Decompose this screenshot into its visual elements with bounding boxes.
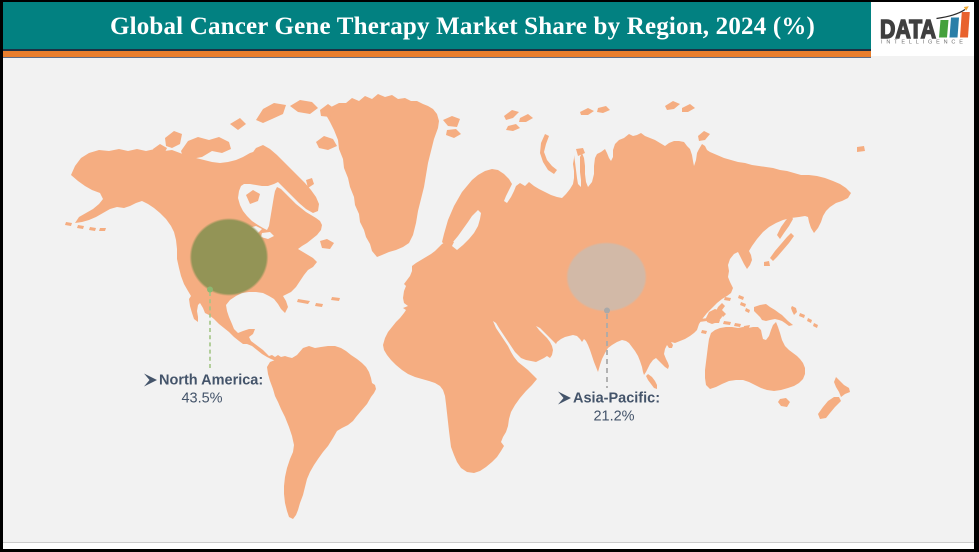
svg-text:Asia-Pacific:: Asia-Pacific: (573, 391, 660, 407)
svg-text:DATA: DATA (880, 14, 936, 44)
svg-text:43.5%: 43.5% (181, 391, 222, 407)
svg-text:INTELLIGENCE: INTELLIGENCE (881, 40, 966, 46)
svg-text:North America:: North America: (159, 373, 263, 389)
svg-text:21.2%: 21.2% (593, 409, 634, 425)
